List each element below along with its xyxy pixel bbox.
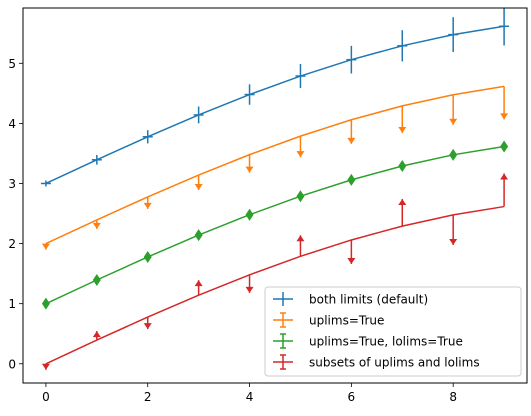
series-line [45, 145, 505, 305]
limit-arrow-down [92, 222, 101, 229]
plot-area [40, 8, 510, 370]
diamond-marker [245, 208, 254, 221]
x-tick-label: 0 [42, 390, 50, 404]
series-3 [41, 173, 509, 370]
y-tick-label: 2 [8, 237, 16, 251]
diamond-marker [41, 297, 50, 310]
limit-arrow-down [347, 137, 356, 144]
limit-arrow-down [245, 286, 254, 293]
legend-item: subsets of uplims and lolims [273, 354, 480, 370]
y-tick-label: 4 [8, 117, 16, 131]
limit-arrow-down [500, 113, 509, 120]
limit-arrow-down [245, 166, 254, 173]
limit-arrow-down [41, 363, 50, 370]
x-tick-label: 6 [348, 390, 356, 404]
limit-arrow-down [449, 118, 458, 125]
legend-label: uplims=True [309, 314, 384, 328]
legend-item: uplims=True [273, 312, 384, 328]
series-line [45, 85, 505, 245]
series-0 [40, 8, 510, 187]
x-tick-label: 8 [449, 390, 457, 404]
legend: both limits (default) uplims=True uplims=T… [264, 286, 522, 377]
limit-arrow-down [143, 202, 152, 209]
x-tick-label: 4 [246, 390, 254, 404]
y-tick-label: 0 [8, 357, 16, 371]
diamond-marker [194, 229, 203, 242]
limit-arrow-up [92, 331, 101, 338]
diamond-marker [500, 140, 509, 153]
diamond-marker [92, 273, 101, 286]
diamond-marker [398, 159, 407, 172]
limit-arrow-up [398, 199, 407, 206]
series-2 [41, 140, 509, 310]
legend-item: both limits (default) [273, 292, 428, 307]
diamond-marker [449, 148, 458, 161]
diamond-marker [347, 173, 356, 186]
legend-box [264, 286, 522, 377]
series-line [45, 205, 505, 365]
legend-label: uplims=True, lolims=True [309, 335, 463, 349]
x-tick-label: 2 [144, 390, 152, 404]
legend-item: uplims=True, lolims=True [273, 333, 463, 349]
limit-arrow-up [194, 280, 203, 287]
series-line [45, 25, 505, 185]
y-tick-label: 3 [8, 177, 16, 191]
limit-arrow-down [449, 238, 458, 245]
y-tick-label: 5 [8, 57, 16, 71]
y-tick-label: 1 [8, 297, 16, 311]
limit-arrow-down [143, 323, 152, 330]
series-1 [41, 85, 509, 250]
axis-ticks: 0 2 4 6 8 0 1 2 3 4 5 [8, 57, 457, 404]
limit-arrow-up [296, 235, 305, 242]
limit-arrow-down [398, 126, 407, 133]
legend-label: subsets of uplims and lolims [309, 356, 480, 370]
limit-arrow-down [296, 151, 305, 158]
axes-frame [22, 7, 528, 384]
limit-arrow-up [500, 173, 509, 180]
legend-label: both limits (default) [309, 293, 428, 307]
limit-arrow-down [41, 243, 50, 250]
limit-arrow-down [194, 184, 203, 191]
diamond-marker [296, 190, 305, 203]
limit-arrow-down [347, 258, 356, 265]
diamond-marker [143, 250, 152, 263]
